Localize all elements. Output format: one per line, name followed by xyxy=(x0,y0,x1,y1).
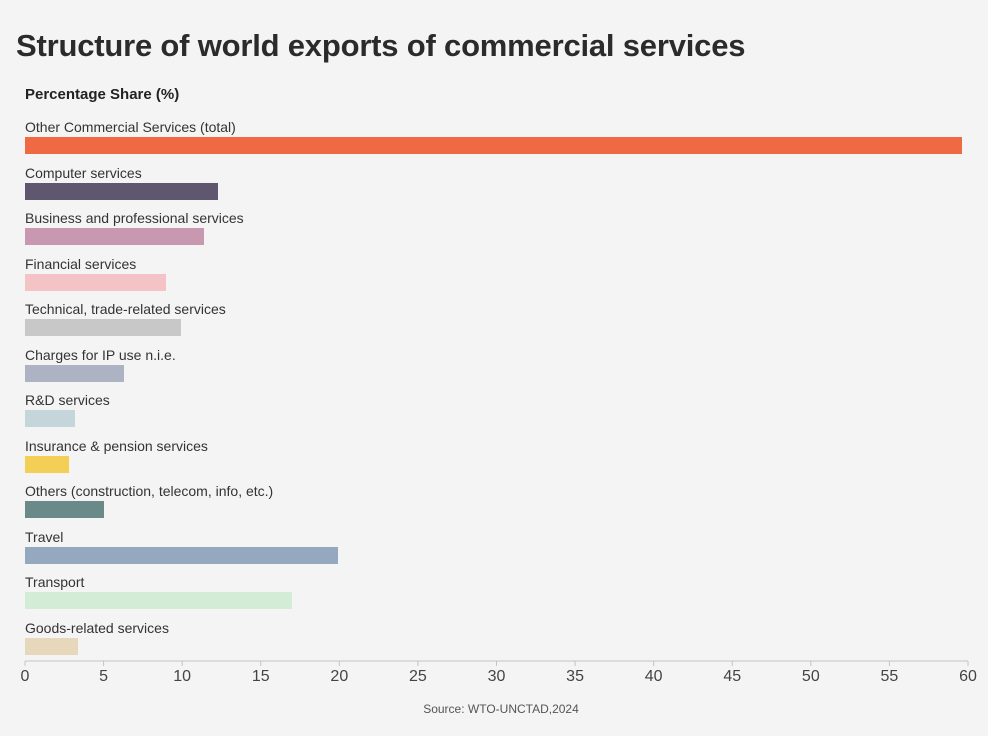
bar xyxy=(25,501,104,518)
x-tick-label: 40 xyxy=(644,668,663,685)
chart-title: Structure of world exports of commercial… xyxy=(16,28,746,63)
bar xyxy=(25,137,962,154)
x-tick-label: 25 xyxy=(409,668,427,685)
bar xyxy=(25,592,293,609)
bar xyxy=(25,364,124,382)
x-tick-label: 60 xyxy=(959,668,977,685)
bar-label: Other Commercial Services (total) xyxy=(25,119,236,135)
x-tick-label: 20 xyxy=(330,668,349,685)
bar xyxy=(25,182,219,200)
x-tick-label: 35 xyxy=(566,668,584,685)
bar-label: Others (construction, telecom, info, etc… xyxy=(25,483,274,499)
bar xyxy=(25,273,167,291)
bar-label: Computer services xyxy=(25,164,142,181)
bar-label: Charges for IP use n.i.e. xyxy=(25,346,176,363)
bar-label: Financial services xyxy=(25,255,137,272)
bar xyxy=(25,546,338,564)
bar-label: Business and professional services xyxy=(25,210,244,226)
x-tick-label: 45 xyxy=(723,668,742,685)
x-tick-label: 50 xyxy=(801,668,820,685)
bar-label: R&D services xyxy=(25,392,110,408)
bar xyxy=(25,410,76,427)
x-tick-label: 5 xyxy=(99,668,109,685)
bar xyxy=(25,455,69,473)
bar xyxy=(25,228,205,245)
x-tick-label: 15 xyxy=(251,668,270,685)
bar-label: Technical, trade-related services xyxy=(25,301,226,317)
x-tick-label: 30 xyxy=(487,668,506,685)
chart-subtitle: Percentage Share (%) xyxy=(25,86,180,103)
bar xyxy=(25,319,181,336)
source-note: Source: WTO-UNCTAD,2024 xyxy=(423,702,579,716)
x-tick-label: 10 xyxy=(173,668,192,685)
x-tick-label: 0 xyxy=(20,668,30,685)
bar xyxy=(25,637,79,655)
x-tick-label: 55 xyxy=(880,668,899,685)
bar-label: Goods-related services xyxy=(25,619,169,636)
bar-label: Transport xyxy=(25,574,85,590)
bar-label: Travel xyxy=(25,528,64,545)
bar-label: Insurance & pension services xyxy=(25,437,208,454)
